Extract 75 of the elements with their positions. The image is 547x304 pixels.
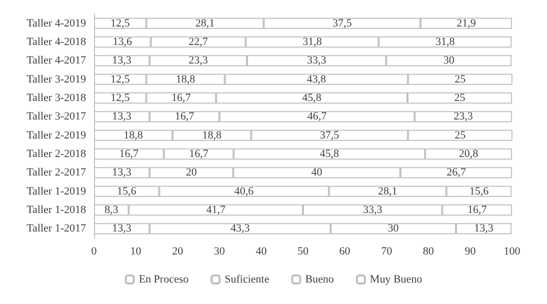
data-label: 22,7 xyxy=(188,36,208,48)
data-label: 18,8 xyxy=(124,129,144,142)
data-label: 45,8 xyxy=(302,92,322,104)
data-label: 13,3 xyxy=(112,54,132,67)
data-label: 12,5 xyxy=(110,73,130,86)
data-label: 8,3 xyxy=(104,204,119,216)
data-label: 33,3 xyxy=(362,204,383,216)
y-tick-label: Taller 1-2017 xyxy=(26,222,86,235)
y-tick-label: Taller 3-2019 xyxy=(26,73,86,86)
data-label: 16,7 xyxy=(174,110,195,123)
data-label: 45,8 xyxy=(320,148,340,160)
data-label: 43,8 xyxy=(306,73,326,86)
y-tick-label: Taller 4-2017 xyxy=(26,54,86,67)
data-label: 31,8 xyxy=(435,36,456,48)
x-tick-label: 70 xyxy=(381,246,393,258)
data-label: 23,3 xyxy=(188,54,208,67)
data-label: 13,6 xyxy=(112,36,133,48)
data-label: 13,3 xyxy=(474,222,494,235)
data-label: 13,3 xyxy=(112,110,132,123)
data-label: 18,8 xyxy=(202,129,222,142)
data-label: 41,7 xyxy=(206,204,226,216)
data-label: 15,6 xyxy=(116,185,137,198)
data-label: 43,3 xyxy=(230,222,250,235)
x-tick-label: 80 xyxy=(422,246,434,258)
data-label: 31,8 xyxy=(302,36,322,48)
y-tick-label: Taller 2-2018 xyxy=(26,148,86,160)
data-label: 12,5 xyxy=(110,92,130,104)
y-tick-label: Taller 2-2019 xyxy=(26,129,86,142)
x-tick-label: 20 xyxy=(172,246,184,258)
x-tick-label: 0 xyxy=(91,246,98,258)
data-label: 40,6 xyxy=(234,185,254,198)
x-tick-label: 100 xyxy=(504,246,521,258)
legend-label: En Proceso xyxy=(138,274,190,286)
data-label: 28,1 xyxy=(378,185,398,198)
data-label: 25 xyxy=(454,92,466,104)
data-label: 16,7 xyxy=(467,204,488,216)
data-label: 16,7 xyxy=(189,148,209,160)
data-label: 26,7 xyxy=(446,166,466,179)
x-tick-label: 90 xyxy=(464,246,476,258)
data-label: 16,7 xyxy=(119,148,140,160)
legend-label: Bueno xyxy=(305,274,334,286)
x-tick-label: 30 xyxy=(214,246,226,258)
data-label: 30 xyxy=(443,54,455,67)
data-label: 28,1 xyxy=(195,17,215,30)
data-label: 46,7 xyxy=(307,110,328,123)
data-label: 18,8 xyxy=(176,73,196,86)
x-tick-label: 60 xyxy=(339,246,351,258)
data-label: 25 xyxy=(454,129,466,142)
data-label: 23,3 xyxy=(454,110,474,123)
data-label: 37,5 xyxy=(332,17,352,30)
y-tick-label: Taller 1-2019 xyxy=(26,185,86,198)
x-tick-label: 50 xyxy=(298,246,309,258)
x-tick-label: 40 xyxy=(256,246,268,258)
x-tick-label: 10 xyxy=(130,246,142,258)
y-tick-label: Taller 3-2018 xyxy=(26,92,86,104)
data-label: 33,3 xyxy=(306,54,327,67)
y-tick-label: Taller 2-2017 xyxy=(26,166,86,179)
data-label: 25 xyxy=(454,73,466,86)
y-tick-label: Taller 4-2018 xyxy=(26,36,86,48)
data-label: 30 xyxy=(388,222,400,235)
data-label: 21,9 xyxy=(456,17,476,30)
y-tick-label: Taller 3-2017 xyxy=(26,110,86,123)
data-label: 37,5 xyxy=(320,129,340,142)
data-label: 40 xyxy=(311,166,323,179)
y-tick-label: Taller 4-2019 xyxy=(26,17,86,30)
data-label: 20,8 xyxy=(458,148,479,160)
y-tick-label: Taller 1-2018 xyxy=(26,204,86,216)
legend-label: Muy Bueno xyxy=(370,274,423,286)
data-label: 12,5 xyxy=(110,17,130,30)
legend-label: Suficiente xyxy=(224,274,270,286)
data-label: 15,6 xyxy=(469,185,490,198)
data-label: 16,7 xyxy=(172,92,192,104)
data-label: 20 xyxy=(186,166,198,179)
data-label: 13,3 xyxy=(112,166,132,179)
data-label: 13,3 xyxy=(112,222,132,235)
